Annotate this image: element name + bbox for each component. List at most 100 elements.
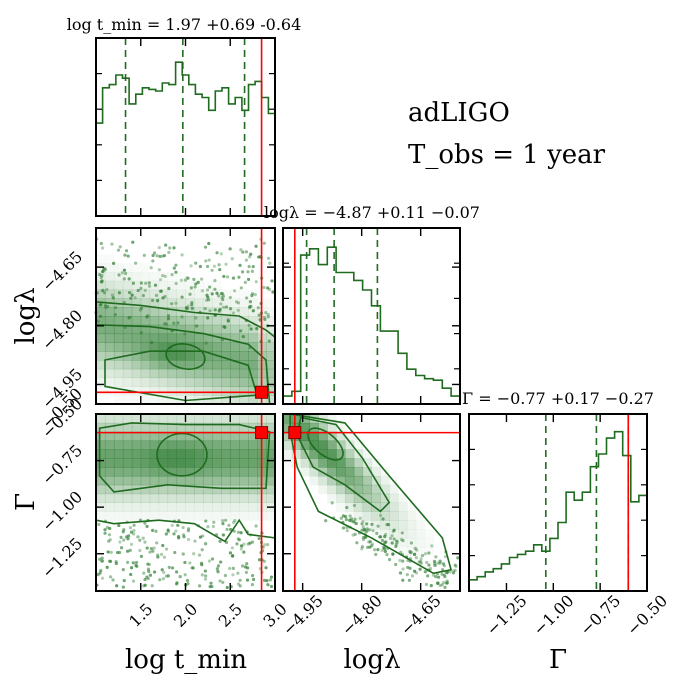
s31-cell (221, 449, 231, 459)
s21-point (251, 265, 255, 269)
s32-cell (283, 422, 293, 433)
s31-point (147, 569, 151, 573)
s32-point (360, 522, 364, 526)
s32-point (371, 529, 375, 533)
s32-cell (415, 520, 426, 530)
s21-cell (113, 342, 124, 352)
s21-cell (96, 368, 106, 379)
s21-point (206, 316, 210, 320)
s32-cell (344, 493, 355, 503)
s31-point (268, 578, 273, 582)
s32-point (324, 519, 328, 523)
s32-cell (362, 484, 372, 495)
s21-cell (132, 263, 141, 272)
s31-point (221, 519, 225, 523)
s21-cell (131, 324, 142, 335)
s21-cell (266, 333, 276, 343)
s21-point (213, 308, 217, 312)
s21-point (128, 315, 132, 319)
s21-cell (194, 386, 204, 396)
s32-point (353, 532, 357, 536)
s32-cell (336, 467, 346, 477)
s21-cell (141, 263, 150, 272)
s31-point (141, 536, 145, 540)
s31-cell (239, 431, 249, 442)
s32-point (407, 578, 411, 582)
s21-point (194, 316, 198, 320)
s21-cell (113, 263, 124, 273)
s31-point (170, 566, 175, 570)
s21-cell (203, 360, 213, 370)
s21-point (249, 327, 253, 331)
s21-cell (104, 263, 115, 273)
s21-point (228, 247, 232, 251)
s31-cell (158, 502, 169, 512)
s21-point (266, 256, 271, 260)
s21-cell (248, 298, 258, 308)
s31-point (240, 564, 245, 568)
s31-cell (140, 493, 151, 503)
s31-point (219, 560, 223, 564)
s31-cell (230, 422, 240, 433)
s31-point (151, 549, 155, 553)
s32-cell (406, 520, 417, 530)
s21-point (127, 291, 132, 295)
s31-cell (221, 467, 231, 477)
s21-cell (122, 333, 133, 343)
s32-cell (353, 511, 364, 521)
s21-point (224, 305, 229, 309)
s31-cell (176, 475, 186, 486)
s21-cell (149, 386, 160, 396)
s31-cell (221, 502, 231, 512)
s21-point (139, 330, 143, 335)
s32-point (430, 544, 434, 548)
s32-point (456, 556, 460, 560)
s31-point (269, 575, 274, 579)
s31-cell (96, 475, 106, 486)
s21-cell (131, 280, 142, 291)
s31-point (181, 525, 185, 530)
s31-point (250, 583, 255, 587)
s21-point (158, 278, 163, 282)
s31-point (228, 566, 232, 571)
s31-point (266, 543, 270, 547)
s32-point (380, 538, 385, 543)
s31-point (211, 524, 215, 529)
s21-cell (158, 386, 169, 396)
s21-cell (140, 360, 151, 370)
s31-cell (131, 422, 142, 433)
s32-point (390, 541, 394, 545)
s32-cell (344, 440, 355, 450)
s32-point (391, 552, 395, 556)
s21-point (157, 268, 162, 272)
s31-cell (266, 440, 276, 450)
s32-point (382, 545, 386, 550)
s21-cell (131, 316, 142, 326)
s31-cell (140, 502, 151, 512)
s31-cell (104, 422, 115, 433)
s32-cell (291, 449, 302, 459)
xlabel-logtmin: log t_min (125, 645, 247, 675)
s31-cell (149, 484, 160, 495)
s21-point (223, 325, 227, 329)
s21-point (99, 241, 103, 246)
s32-point (423, 552, 428, 556)
s21-point (147, 284, 152, 288)
s31-cell (131, 511, 142, 521)
s21-cell (176, 386, 186, 396)
s32-point (344, 518, 348, 522)
s21-cell (239, 298, 249, 308)
s21-point (106, 305, 110, 309)
s32-cell (362, 467, 372, 477)
s31-point (107, 533, 112, 537)
s21-point (114, 305, 118, 310)
s21-cell (96, 360, 106, 370)
s31-point (146, 567, 151, 571)
s21-point (231, 276, 236, 280)
s21-point (212, 264, 217, 268)
s32-point (339, 516, 343, 520)
s31-cell (104, 475, 115, 486)
s21-cell (158, 298, 169, 308)
s32-cell (327, 440, 337, 450)
s31-cell (203, 440, 213, 450)
